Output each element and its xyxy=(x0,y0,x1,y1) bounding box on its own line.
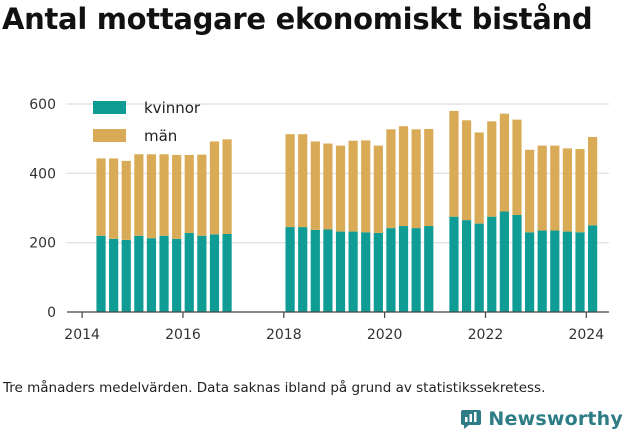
bar-kvinnor xyxy=(550,230,560,312)
bar-kvinnor xyxy=(209,234,220,312)
legend-swatch-kvinnor xyxy=(93,101,126,114)
bar-kvinnor xyxy=(524,232,535,312)
bar-kvinnor xyxy=(487,216,497,312)
bar-chart: 0 200 400 600 2014 2016 2018 2020 2022 2024 kvinno… xyxy=(29,97,609,343)
bar-kvinnor xyxy=(222,234,232,312)
bar-kvinnor xyxy=(398,226,409,312)
bar-kvinnor xyxy=(537,230,547,312)
bar-kvinnor xyxy=(588,225,598,312)
x-tick-label: 2020 xyxy=(367,327,403,343)
bar-man xyxy=(461,120,472,221)
y-tick-label: 400 xyxy=(29,166,56,182)
bar-kvinnor xyxy=(373,232,383,312)
bar-man xyxy=(348,140,358,232)
bar-man xyxy=(184,154,194,233)
bar-man xyxy=(222,139,232,234)
bar-man xyxy=(537,145,547,231)
legend-label-kvinnor: kvinnor xyxy=(144,99,201,117)
bar-man xyxy=(323,143,333,230)
x-tick-label: 2014 xyxy=(64,327,100,343)
bar-kvinnor xyxy=(159,235,169,312)
bar-man xyxy=(424,128,434,227)
bar-man xyxy=(298,134,308,228)
bar-kvinnor xyxy=(411,228,421,312)
bar-man xyxy=(411,129,421,229)
bar-man xyxy=(134,154,144,236)
bar-kvinnor xyxy=(348,231,358,312)
bar-man xyxy=(109,158,119,239)
bar-kvinnor xyxy=(310,229,320,312)
chart-caption: Tre månaders medelvärden. Data saknas ib… xyxy=(3,380,546,396)
bar-kvinnor xyxy=(424,226,434,312)
y-tick-label: 0 xyxy=(47,305,56,321)
bar-man xyxy=(285,134,295,228)
bar-man xyxy=(209,141,220,235)
bar-man xyxy=(499,113,509,212)
legend-swatch-man xyxy=(93,129,126,142)
page-title: Antal mottagare ekonomiskt bistånd xyxy=(2,2,593,36)
bar-man xyxy=(373,145,383,233)
bar-man xyxy=(575,149,585,233)
bar-man xyxy=(172,154,182,239)
bar-man xyxy=(335,145,346,232)
bar-kvinnor xyxy=(575,232,585,312)
bar-man xyxy=(512,119,522,215)
bar-man xyxy=(146,154,157,239)
bar-man xyxy=(562,148,573,232)
bar-kvinnor xyxy=(109,238,119,312)
bar-man xyxy=(449,110,459,217)
y-tick-label: 200 xyxy=(29,236,56,252)
bar-kvinnor xyxy=(361,232,371,312)
bar-kvinnor xyxy=(121,239,131,312)
bar-man xyxy=(588,136,598,226)
x-tick-label: 2022 xyxy=(468,327,504,343)
bar-kvinnor xyxy=(285,227,295,312)
bar-man xyxy=(474,132,484,224)
bar-man xyxy=(550,145,560,231)
x-tick-label: 2016 xyxy=(165,327,201,343)
bar-man xyxy=(361,140,371,233)
bar-man xyxy=(386,129,396,229)
bar-man xyxy=(121,160,131,240)
bar-kvinnor xyxy=(96,235,106,312)
bar-kvinnor xyxy=(184,232,194,312)
bar-kvinnor xyxy=(335,231,346,312)
bar-kvinnor xyxy=(146,238,157,312)
bar-man xyxy=(310,141,320,230)
y-tick-label: 600 xyxy=(29,97,56,113)
bar-man xyxy=(524,149,535,233)
bar-man xyxy=(96,158,106,236)
bar-kvinnor xyxy=(134,235,144,312)
bar-man xyxy=(197,154,207,236)
bar-man xyxy=(398,126,409,227)
newsworthy-logo-icon xyxy=(461,410,482,429)
brand-logo[interactable]: Newsworthy xyxy=(460,408,623,430)
bar-kvinnor xyxy=(197,235,207,312)
bar-man xyxy=(487,121,497,217)
bar-man xyxy=(159,154,169,236)
bar-kvinnor xyxy=(512,214,522,312)
bar-kvinnor xyxy=(449,216,459,312)
legend-label-man: män xyxy=(144,127,177,145)
bar-kvinnor xyxy=(562,231,573,312)
x-tick-label: 2018 xyxy=(266,327,302,343)
bar-kvinnor xyxy=(474,223,484,312)
bar-kvinnor xyxy=(386,228,396,312)
bar-kvinnor xyxy=(298,227,308,312)
bar-kvinnor xyxy=(461,220,472,312)
brand-name: Newsworthy xyxy=(488,408,623,430)
x-tick-label: 2024 xyxy=(568,327,604,343)
bar-kvinnor xyxy=(323,229,333,312)
bar-kvinnor xyxy=(499,211,509,312)
bar-kvinnor xyxy=(172,238,182,312)
